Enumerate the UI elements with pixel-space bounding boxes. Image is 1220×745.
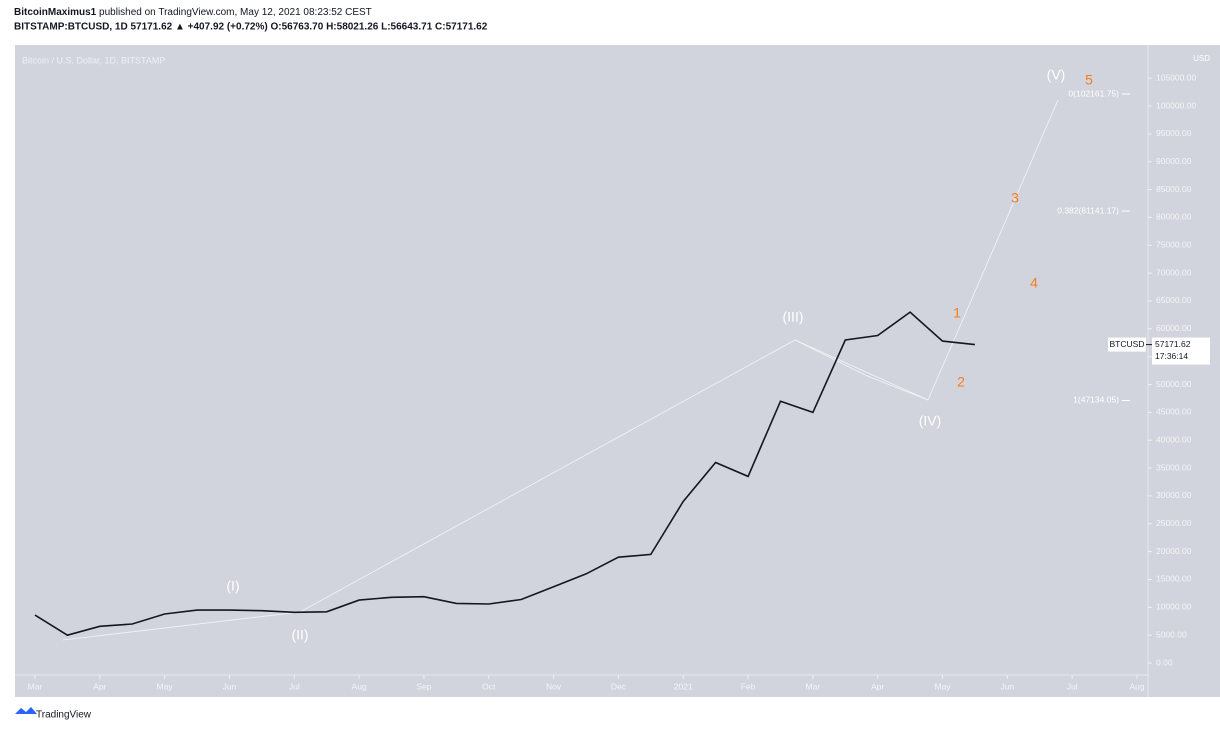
wave-label: 3 — [1011, 190, 1019, 206]
x-tick-label: Apr — [871, 681, 884, 691]
wave-label: (IV) — [919, 413, 942, 429]
brand-logo — [15, 707, 37, 714]
x-tick-label: May — [934, 681, 951, 691]
y-tick-label: 95000.00 — [1156, 128, 1192, 138]
y-tick-label: 60000.00 — [1156, 323, 1192, 333]
price-tag-name: BTCUSD — [1110, 339, 1145, 349]
plot-background — [15, 45, 1220, 697]
x-tick-label: Sep — [416, 681, 431, 691]
wave-label: (V) — [1047, 67, 1066, 83]
x-tick-label: Jul — [1067, 681, 1078, 691]
x-tick-label: Aug — [1129, 681, 1144, 691]
x-tick-label: 2021 — [674, 681, 693, 691]
countdown: 17:36:14 — [1155, 351, 1188, 361]
y-tick-label: 40000.00 — [1156, 434, 1192, 444]
y-tick-label: 85000.00 — [1156, 184, 1192, 194]
wave-label: (II) — [291, 627, 308, 643]
price-box — [1152, 337, 1210, 365]
x-tick-label: Jun — [1000, 681, 1014, 691]
x-tick-label: Dec — [611, 681, 627, 691]
y-tick-label: 80000.00 — [1156, 212, 1192, 222]
y-tick-label: 100000.00 — [1156, 100, 1196, 110]
wave-label: (I) — [226, 578, 239, 594]
y-tick-label: 75000.00 — [1156, 240, 1192, 250]
chart-title: Bitcoin / U.S. Dollar, 1D, BITSTAMP — [22, 55, 165, 65]
x-tick-label: Oct — [482, 681, 496, 691]
x-tick-label: May — [157, 681, 174, 691]
y-tick-label: 25000.00 — [1156, 518, 1192, 528]
symbol-line: BITSTAMP:BTCUSD, 1D 57171.62 ▲ +407.92 (… — [14, 22, 488, 33]
y-tick-label: 15000.00 — [1156, 574, 1192, 584]
wave-label: 5 — [1085, 72, 1093, 88]
header-line-1: BitcoinMaximus1 published on TradingView… — [14, 7, 372, 18]
author: BitcoinMaximus1 — [14, 7, 97, 18]
x-tick-label: Aug — [352, 681, 367, 691]
y-tick-label: 0.00 — [1156, 657, 1173, 667]
x-tick-label: Feb — [741, 681, 756, 691]
x-tick-label: Nov — [546, 681, 562, 691]
y-tick-label: 35000.00 — [1156, 462, 1192, 472]
y-tick-label: 50000.00 — [1156, 379, 1192, 389]
price-line — [34, 311, 975, 637]
x-tick-label: Mar — [806, 681, 821, 691]
y-tick-label: 65000.00 — [1156, 295, 1192, 305]
wave-label: 2 — [957, 374, 965, 390]
wave-label: 1 — [953, 305, 961, 321]
x-tick-label: Mar — [28, 681, 43, 691]
x-tick-label: Jul — [289, 681, 300, 691]
currency: USD — [1193, 54, 1210, 63]
wave-label: (III) — [783, 309, 804, 325]
wave-label: 4 — [1030, 275, 1038, 291]
x-tick-label: Apr — [93, 681, 106, 691]
y-tick-label: 105000.00 — [1156, 72, 1196, 82]
fib-label: 0.382(81141.17) — [1057, 205, 1119, 215]
y-tick-label: 5000.00 — [1156, 629, 1187, 639]
y-tick-label: 70000.00 — [1156, 267, 1192, 277]
y-tick-label: 45000.00 — [1156, 407, 1192, 417]
y-tick-label: 30000.00 — [1156, 490, 1192, 500]
price-tag — [1108, 337, 1146, 352]
y-tick-label: 20000.00 — [1156, 546, 1192, 556]
brand: TradingView — [36, 710, 92, 721]
fib-label: 1(47134.05) — [1073, 395, 1119, 405]
y-tick-label: 90000.00 — [1156, 156, 1192, 166]
published: published on TradingView.com, May 12, 20… — [99, 7, 372, 18]
fib-label: 0(102161.75) — [1068, 88, 1119, 98]
x-tick-label: Jun — [223, 681, 237, 691]
last-price: 57171.62 — [1155, 339, 1191, 349]
projection-line — [794, 339, 929, 401]
y-tick-label: 10000.00 — [1156, 602, 1192, 612]
